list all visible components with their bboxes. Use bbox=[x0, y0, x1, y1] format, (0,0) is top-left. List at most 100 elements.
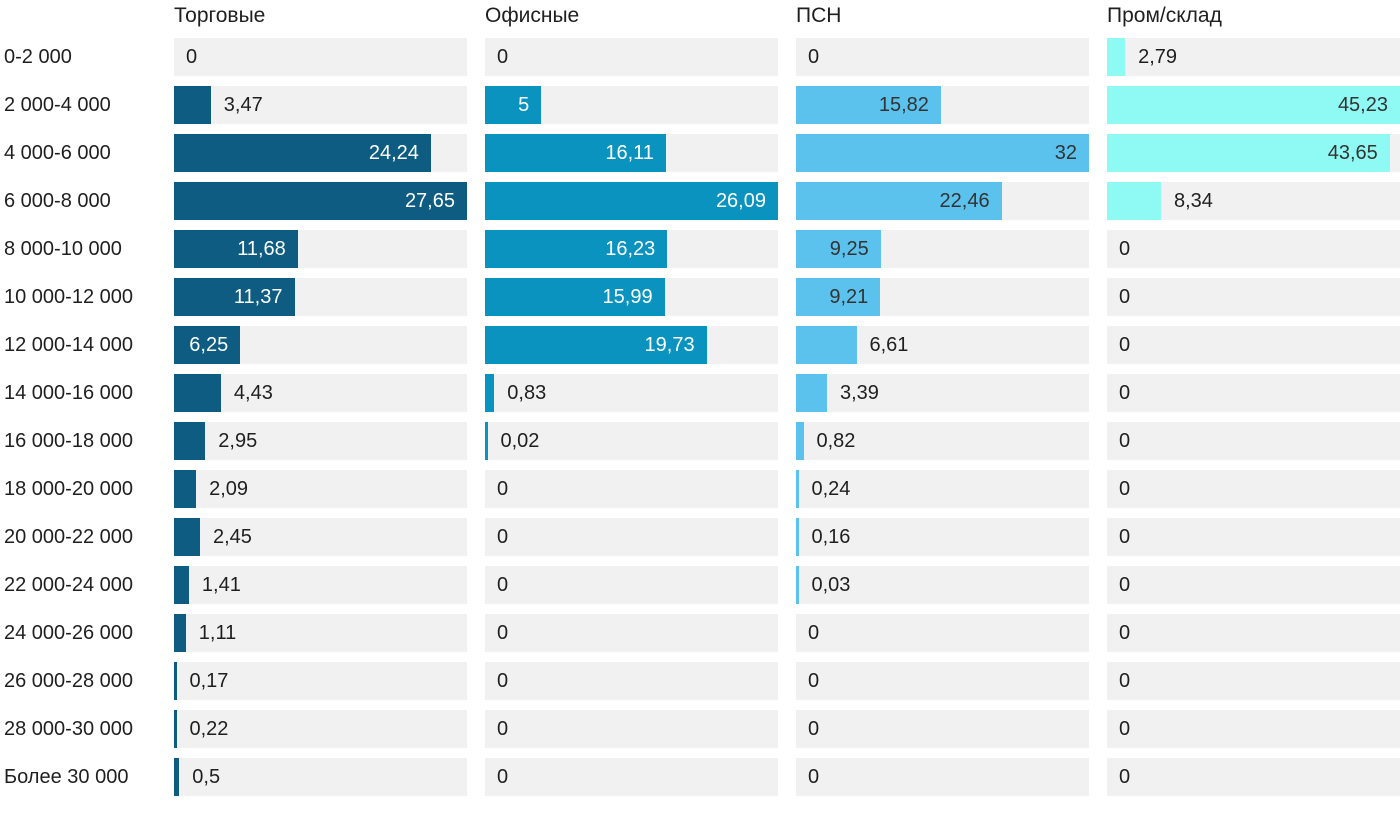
bar bbox=[1107, 134, 1390, 172]
bar-value-label: 0 bbox=[808, 622, 820, 644]
bar-value-label: 6,25 bbox=[189, 334, 229, 356]
bar-value-label: 43,65 bbox=[1327, 142, 1378, 164]
bar-value-label: 0 bbox=[186, 46, 198, 68]
bar-track: 0 bbox=[796, 614, 1089, 652]
bar-value-label: 3,39 bbox=[840, 382, 879, 404]
bar-track: 0,17 bbox=[174, 662, 467, 700]
bar-value-label: 0 bbox=[808, 46, 820, 68]
bar-value-label: 0 bbox=[497, 718, 509, 740]
bar-value-label: 0 bbox=[808, 766, 820, 788]
bar-value-label: 0 bbox=[1119, 382, 1131, 404]
bar-value-label: 16,23 bbox=[605, 238, 656, 260]
bar-track: 11,37 bbox=[174, 278, 467, 316]
bar-track: 24,24 bbox=[174, 134, 467, 172]
bar-value-label: 6,61 bbox=[869, 334, 909, 356]
bar-value-label: 0 bbox=[497, 766, 509, 788]
bar bbox=[796, 278, 881, 316]
bar-value-label: 3,47 bbox=[223, 94, 263, 116]
bar-value-label: 0 bbox=[497, 622, 509, 644]
bar bbox=[1107, 38, 1126, 76]
row-label: 0-2 000 bbox=[4, 46, 72, 68]
bar-track: 0 bbox=[796, 710, 1089, 748]
bar-value-label: 32 bbox=[1054, 142, 1077, 164]
bar bbox=[1107, 86, 1400, 124]
bar-value-label: 24,24 bbox=[368, 142, 419, 164]
bar-track: 9,25 bbox=[796, 230, 1089, 268]
bar bbox=[1107, 182, 1161, 220]
bar-value-label: 0,02 bbox=[500, 430, 540, 452]
bar-track: 2,09 bbox=[174, 470, 467, 508]
bar-track: 6,61 bbox=[796, 326, 1089, 364]
column-header-psn: ПСН bbox=[796, 4, 842, 27]
bar-track: 0 bbox=[485, 662, 778, 700]
bar-track: 0 bbox=[796, 662, 1089, 700]
bar bbox=[485, 86, 542, 124]
bar bbox=[485, 422, 488, 460]
chart-rows: 0-2 000 0 0 0 2,79 2 000-4 000 3,47 5 15,82 45,23… bbox=[0, 38, 1400, 806]
bar-value-label: 0 bbox=[1119, 574, 1131, 596]
bar-value-label: 26,09 bbox=[715, 190, 766, 212]
bar-track: 0 bbox=[174, 38, 467, 76]
bar-value-label: 0,83 bbox=[507, 382, 547, 404]
bar bbox=[174, 182, 467, 220]
bar bbox=[485, 134, 666, 172]
bar-track: 0 bbox=[485, 470, 778, 508]
column-header-prom-sklad: Пром/склад bbox=[1107, 4, 1222, 27]
bar-track: 0 bbox=[1107, 758, 1400, 796]
bar-track: 2,45 bbox=[174, 518, 467, 556]
bar-track: 0,03 bbox=[796, 566, 1089, 604]
bar-track: 0 bbox=[1107, 326, 1400, 364]
bar-track: 8,34 bbox=[1107, 182, 1400, 220]
bar-track: 0 bbox=[796, 758, 1089, 796]
bar-value-label: 8,34 bbox=[1174, 190, 1213, 212]
bar-track: 27,65 bbox=[174, 182, 467, 220]
bar-value-label: 0 bbox=[1119, 526, 1131, 548]
bar bbox=[485, 326, 707, 364]
bar bbox=[174, 86, 211, 124]
bar-track: 0 bbox=[485, 758, 778, 796]
bar bbox=[174, 326, 241, 364]
bar-track: 2,79 bbox=[1107, 38, 1400, 76]
bar-value-label: 0 bbox=[1119, 430, 1131, 452]
row-label: 28 000-30 000 bbox=[4, 718, 134, 740]
bar bbox=[796, 182, 1002, 220]
row-label: Более 30 000 bbox=[4, 766, 129, 788]
bar-track: 45,23 bbox=[1107, 86, 1400, 124]
bar-track: 0 bbox=[1107, 566, 1400, 604]
bar-track: 0,02 bbox=[485, 422, 778, 460]
bar-track: 0 bbox=[1107, 470, 1400, 508]
bar bbox=[796, 86, 941, 124]
bar-value-label: 0 bbox=[1119, 334, 1131, 356]
bar-track: 22,46 bbox=[796, 182, 1089, 220]
bar-track: 0,22 bbox=[174, 710, 467, 748]
bar-track: 3,39 bbox=[796, 374, 1089, 412]
bar bbox=[174, 566, 189, 604]
bar bbox=[174, 662, 177, 700]
bar bbox=[485, 278, 665, 316]
bar bbox=[796, 326, 857, 364]
row-label: 12 000-14 000 bbox=[4, 334, 134, 356]
row-label: 24 000-26 000 bbox=[4, 622, 134, 644]
row-label: 8 000-10 000 bbox=[4, 238, 122, 260]
bar-track: 0,82 bbox=[796, 422, 1089, 460]
bar-value-label: 2,95 bbox=[218, 430, 258, 452]
bar-track: 15,82 bbox=[796, 86, 1089, 124]
bar-track: 0 bbox=[485, 518, 778, 556]
bar-value-label: 0,24 bbox=[811, 478, 851, 500]
bar-track: 19,73 bbox=[485, 326, 778, 364]
bar-track: 43,65 bbox=[1107, 134, 1400, 172]
row-label: 6 000-8 000 bbox=[4, 190, 111, 212]
bar-value-label: 15,99 bbox=[602, 286, 653, 308]
column-headers: Торговые Офисные ПСН Пром/склад bbox=[0, 0, 1400, 38]
bar-track: 4,43 bbox=[174, 374, 467, 412]
bar-value-label: 0 bbox=[1119, 238, 1131, 260]
bar-value-label: 0 bbox=[1119, 718, 1131, 740]
row-label: 20 000-22 000 bbox=[4, 526, 134, 548]
bar bbox=[796, 230, 881, 268]
bar-track: 26,09 bbox=[485, 182, 778, 220]
bar bbox=[485, 230, 668, 268]
bar-value-label: 0,82 bbox=[816, 430, 856, 452]
bar-value-label: 0 bbox=[1119, 478, 1131, 500]
bar-track: 15,99 bbox=[485, 278, 778, 316]
